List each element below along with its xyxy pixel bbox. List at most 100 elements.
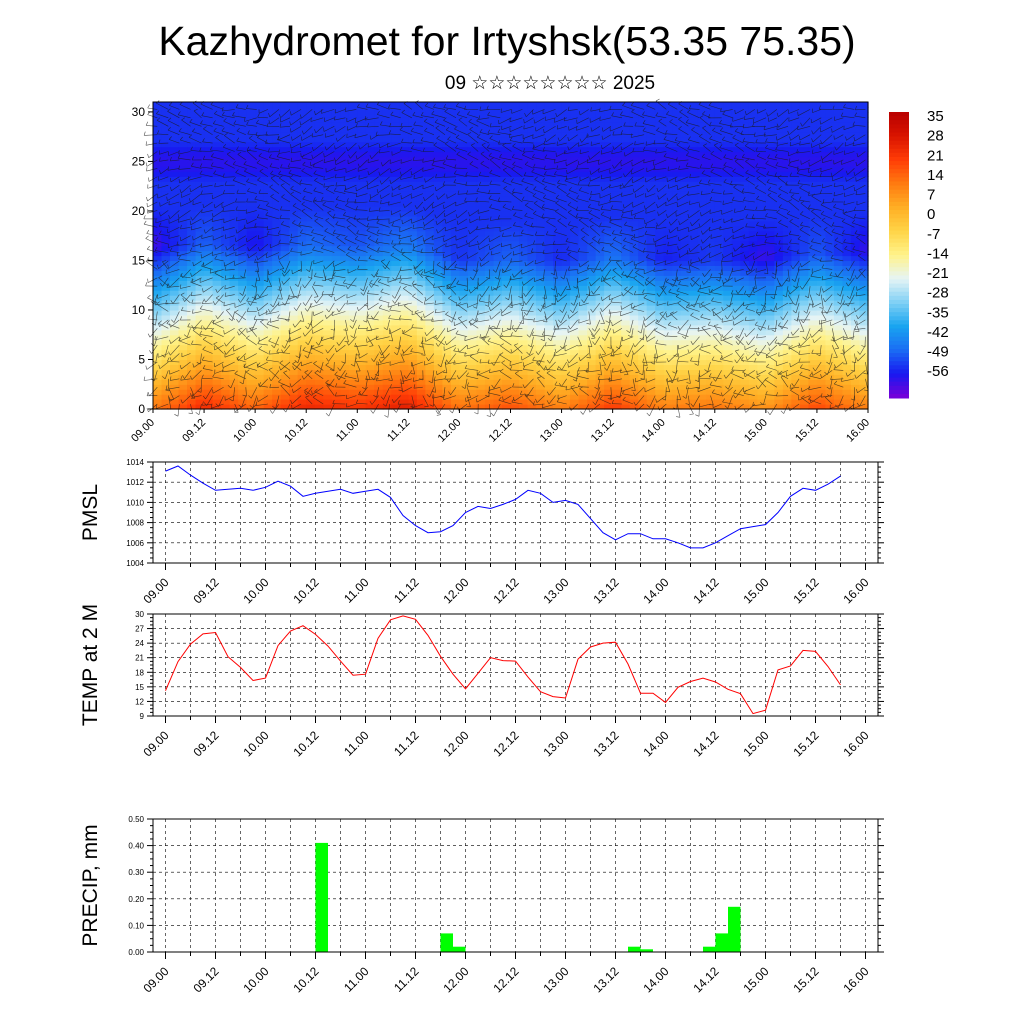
heatmap-cell (501, 290, 512, 296)
heatmap-cell (238, 166, 248, 172)
heatmap-cell (706, 270, 716, 276)
heatmap-cell (467, 176, 478, 182)
heatmap-cell (399, 146, 409, 153)
heatmap-cell (799, 354, 810, 361)
heatmap-cell (314, 384, 324, 390)
heatmap-cell (289, 131, 299, 138)
heatmap-cell (289, 106, 299, 113)
heatmap-cell (697, 329, 707, 336)
heatmap-cell (731, 156, 741, 163)
heatmap-cell (195, 181, 205, 187)
heatmap-cell (297, 394, 307, 400)
heatmap-cell (723, 176, 733, 182)
heatmap-cell (791, 146, 801, 153)
heatmap-cell (697, 389, 707, 395)
heatmap-cell (204, 102, 214, 108)
heatmap-cell (561, 201, 571, 207)
heatmap-cell (331, 141, 341, 148)
heatmap-cell (527, 191, 537, 197)
heatmap-cell (757, 285, 767, 291)
heatmap-cell (195, 329, 205, 336)
heatmap-cell (791, 151, 801, 158)
heatmap-cell (255, 156, 265, 163)
heatmap-cell (748, 354, 758, 361)
heatmap-cell (450, 250, 461, 257)
heatmap-cell (782, 324, 792, 331)
heatmap-cell (595, 156, 605, 163)
heatmap-cell (425, 260, 435, 266)
heatmap-cell (680, 156, 690, 163)
heatmap-cell (501, 156, 512, 163)
heatmap-cell (553, 146, 563, 153)
heatmap-cell (340, 136, 350, 143)
heatmap-cell (655, 201, 665, 207)
heatmap-cell (204, 141, 214, 148)
heatmap-cell (408, 394, 418, 400)
heatmap-cell (612, 334, 622, 341)
heatmap-cell (161, 339, 171, 346)
heatmap-cell (714, 102, 724, 108)
heatmap-cell (680, 255, 690, 262)
heatmap-cell (408, 255, 418, 262)
heatmap-cell (195, 215, 205, 222)
heatmap-cell (604, 245, 614, 252)
heatmap-cell (799, 384, 810, 390)
heatmap-cell (646, 121, 656, 128)
heatmap-cell (340, 210, 350, 217)
heatmap-cell (459, 255, 469, 262)
heatmap-cell (723, 295, 733, 301)
heatmap-cell (340, 329, 350, 336)
heatmap-cell (187, 394, 197, 400)
heatmap-cell (348, 166, 358, 172)
heatmap-cell (365, 121, 375, 128)
heatmap-cell (587, 379, 597, 385)
heatmap-cell (297, 196, 307, 202)
heatmap-cell (280, 116, 290, 123)
heatmap-cell (331, 250, 341, 257)
heatmap-cell (416, 196, 426, 202)
heatmap-cell (553, 156, 563, 163)
heatmap-cell (561, 374, 571, 380)
heatmap-cell (519, 151, 529, 158)
heatmap-cell (467, 111, 478, 118)
heatmap-cell (476, 339, 486, 346)
heatmap-cell (374, 151, 384, 158)
heatmap-cell (570, 235, 580, 242)
heatmap-cell (561, 344, 571, 351)
heatmap-cell (442, 186, 452, 192)
heatmap-cell (272, 126, 282, 133)
heatmap-cell (799, 250, 810, 257)
heatmap-cell (314, 106, 324, 113)
heatmap-cell (536, 384, 546, 390)
heatmap-cell (212, 309, 222, 316)
heatmap-cell (587, 186, 597, 192)
heatmap-cell (612, 245, 622, 252)
heatmap-cell (306, 260, 316, 266)
heatmap-cell (663, 141, 673, 148)
heatmap-cell (255, 339, 265, 346)
heatmap-cell (706, 285, 716, 291)
heatmap-cell (170, 235, 180, 242)
heatmap-cell (433, 339, 443, 346)
heatmap-cell (272, 300, 282, 306)
heatmap-cell (493, 290, 503, 296)
heatmap-cell (544, 225, 554, 232)
heatmap-cell (399, 205, 409, 212)
heatmap-cell (833, 379, 844, 385)
heatmap-cell (544, 309, 554, 316)
heatmap-cell (255, 374, 265, 380)
heatmap-cell (212, 166, 222, 172)
heatmap-cell (604, 111, 614, 118)
heatmap-cell (280, 334, 290, 341)
heatmap-cell (740, 329, 750, 336)
heatmap-cell (416, 379, 426, 385)
heatmap-cell (467, 295, 478, 301)
heatmap-cell (306, 106, 316, 113)
heatmap-cell (629, 290, 639, 296)
heatmap-cell (689, 339, 699, 346)
heatmap-cell (391, 275, 401, 281)
heatmap-cell (382, 161, 392, 167)
heatmap-cell (272, 111, 282, 118)
heatmap-cell (357, 285, 367, 291)
heatmap-cell (297, 156, 307, 163)
